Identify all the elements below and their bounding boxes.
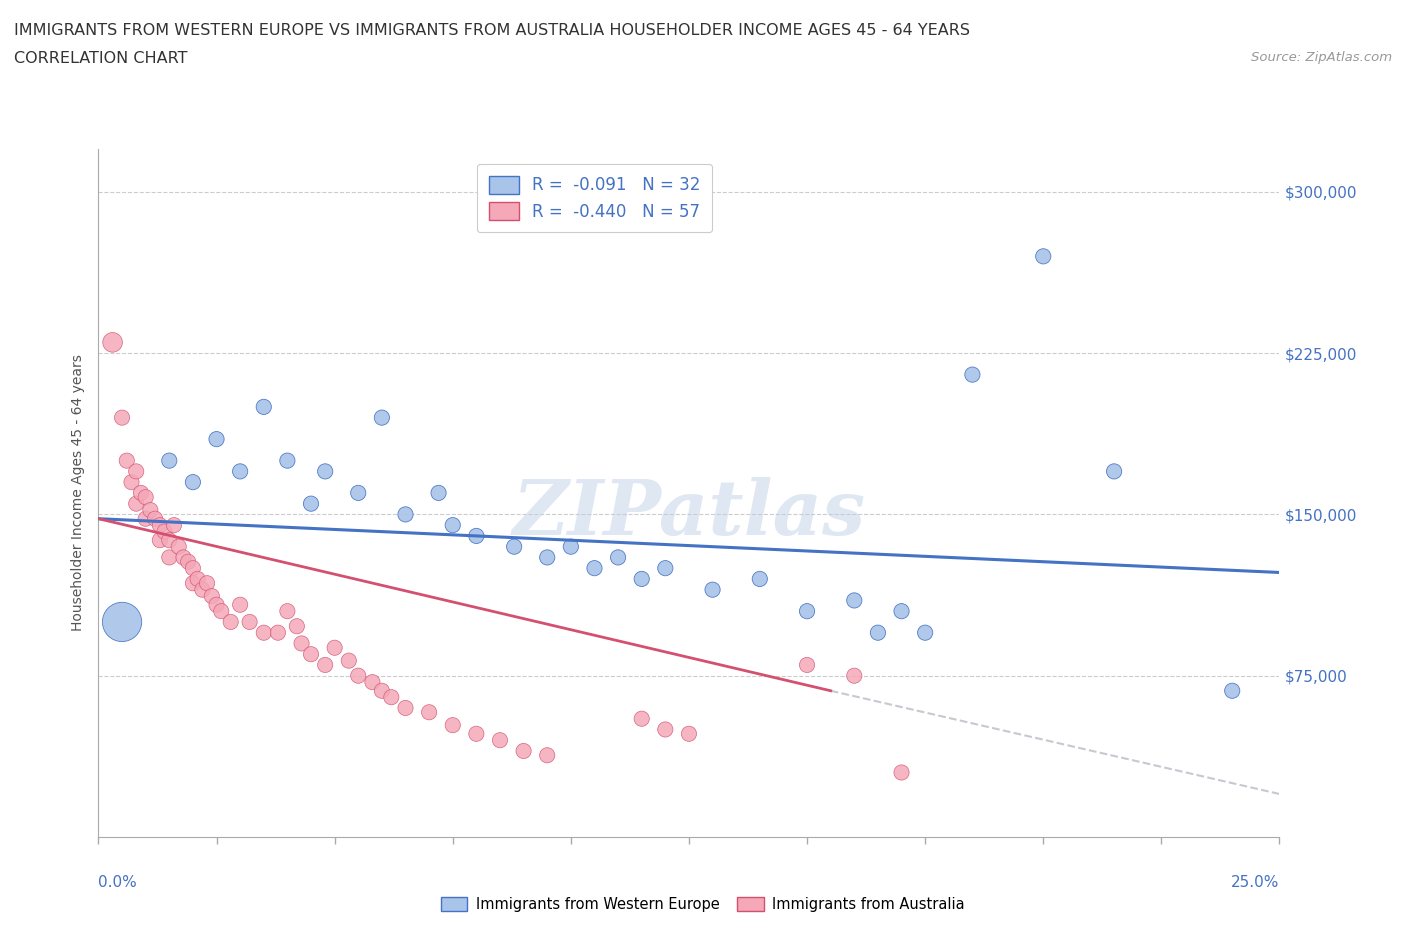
Point xyxy=(101,335,124,350)
Point xyxy=(267,625,290,640)
Point xyxy=(157,533,180,548)
Point xyxy=(187,571,209,587)
Legend: Immigrants from Western Europe, Immigrants from Australia: Immigrants from Western Europe, Immigran… xyxy=(436,891,970,918)
Point xyxy=(149,518,172,533)
Point xyxy=(143,512,166,526)
Point xyxy=(323,641,346,656)
Point xyxy=(177,554,200,569)
Point xyxy=(371,410,394,425)
Point xyxy=(285,618,308,633)
Point xyxy=(167,539,190,554)
Point xyxy=(748,571,770,587)
Point xyxy=(205,597,228,612)
Point xyxy=(380,690,402,705)
Point xyxy=(503,539,526,554)
Point xyxy=(347,669,370,684)
Point xyxy=(418,705,440,720)
Point xyxy=(962,367,984,382)
Point xyxy=(890,765,912,780)
Point xyxy=(1220,684,1243,698)
Point xyxy=(209,604,232,618)
Point xyxy=(314,464,336,479)
Point xyxy=(465,528,488,543)
Text: IMMIGRANTS FROM WESTERN EUROPE VS IMMIGRANTS FROM AUSTRALIA HOUSEHOLDER INCOME A: IMMIGRANTS FROM WESTERN EUROPE VS IMMIGR… xyxy=(14,23,970,38)
Point xyxy=(157,550,180,565)
Point xyxy=(654,722,676,737)
Point xyxy=(299,646,322,661)
Text: 0.0%: 0.0% xyxy=(98,875,138,890)
Point xyxy=(121,474,143,489)
Point xyxy=(195,576,218,591)
Point xyxy=(115,453,138,468)
Point xyxy=(361,675,384,690)
Point xyxy=(394,507,416,522)
Point xyxy=(536,748,558,763)
Text: Source: ZipAtlas.com: Source: ZipAtlas.com xyxy=(1251,51,1392,64)
Point xyxy=(276,604,298,618)
Point xyxy=(299,497,322,512)
Point xyxy=(844,669,866,684)
Point xyxy=(371,684,394,698)
Point xyxy=(536,550,558,565)
Point xyxy=(678,726,700,741)
Point xyxy=(139,503,162,518)
Point xyxy=(125,464,148,479)
Point xyxy=(181,576,204,591)
Point xyxy=(394,700,416,715)
Point xyxy=(630,711,652,726)
Point xyxy=(181,561,204,576)
Point xyxy=(441,718,464,733)
Legend: R =  -0.091   N = 32, R =  -0.440   N = 57: R = -0.091 N = 32, R = -0.440 N = 57 xyxy=(477,164,711,232)
Point xyxy=(347,485,370,500)
Point xyxy=(796,658,818,672)
Point xyxy=(866,625,889,640)
Point xyxy=(239,615,262,630)
Text: ZIPatlas: ZIPatlas xyxy=(512,476,866,551)
Point xyxy=(157,453,180,468)
Point xyxy=(135,490,157,505)
Point xyxy=(314,658,336,672)
Point xyxy=(583,561,606,576)
Point xyxy=(201,589,224,604)
Point xyxy=(465,726,488,741)
Point xyxy=(844,593,866,608)
Point xyxy=(796,604,818,618)
Point xyxy=(702,582,724,597)
Point xyxy=(135,512,157,526)
Point xyxy=(890,604,912,618)
Point xyxy=(253,400,276,415)
Point xyxy=(630,571,652,587)
Point xyxy=(229,464,252,479)
Point xyxy=(205,432,228,446)
Point xyxy=(253,625,276,640)
Point xyxy=(914,625,936,640)
Point xyxy=(512,744,534,759)
Point xyxy=(219,615,242,630)
Point xyxy=(111,615,134,630)
Point xyxy=(427,485,450,500)
Point xyxy=(337,653,360,668)
Point xyxy=(560,539,582,554)
Text: 25.0%: 25.0% xyxy=(1232,875,1279,890)
Point xyxy=(441,518,464,533)
Point xyxy=(229,597,252,612)
Point xyxy=(111,410,134,425)
Point xyxy=(191,582,214,597)
Point xyxy=(276,453,298,468)
Point xyxy=(1032,249,1054,264)
Point xyxy=(153,525,176,539)
Point xyxy=(1102,464,1125,479)
Point xyxy=(489,733,512,748)
Point xyxy=(607,550,630,565)
Point xyxy=(129,485,152,500)
Point xyxy=(654,561,676,576)
Point xyxy=(163,518,186,533)
Point xyxy=(290,636,312,651)
Point xyxy=(172,550,194,565)
Point xyxy=(125,497,148,512)
Y-axis label: Householder Income Ages 45 - 64 years: Householder Income Ages 45 - 64 years xyxy=(72,354,86,631)
Point xyxy=(149,533,172,548)
Point xyxy=(181,474,204,489)
Text: CORRELATION CHART: CORRELATION CHART xyxy=(14,51,187,66)
